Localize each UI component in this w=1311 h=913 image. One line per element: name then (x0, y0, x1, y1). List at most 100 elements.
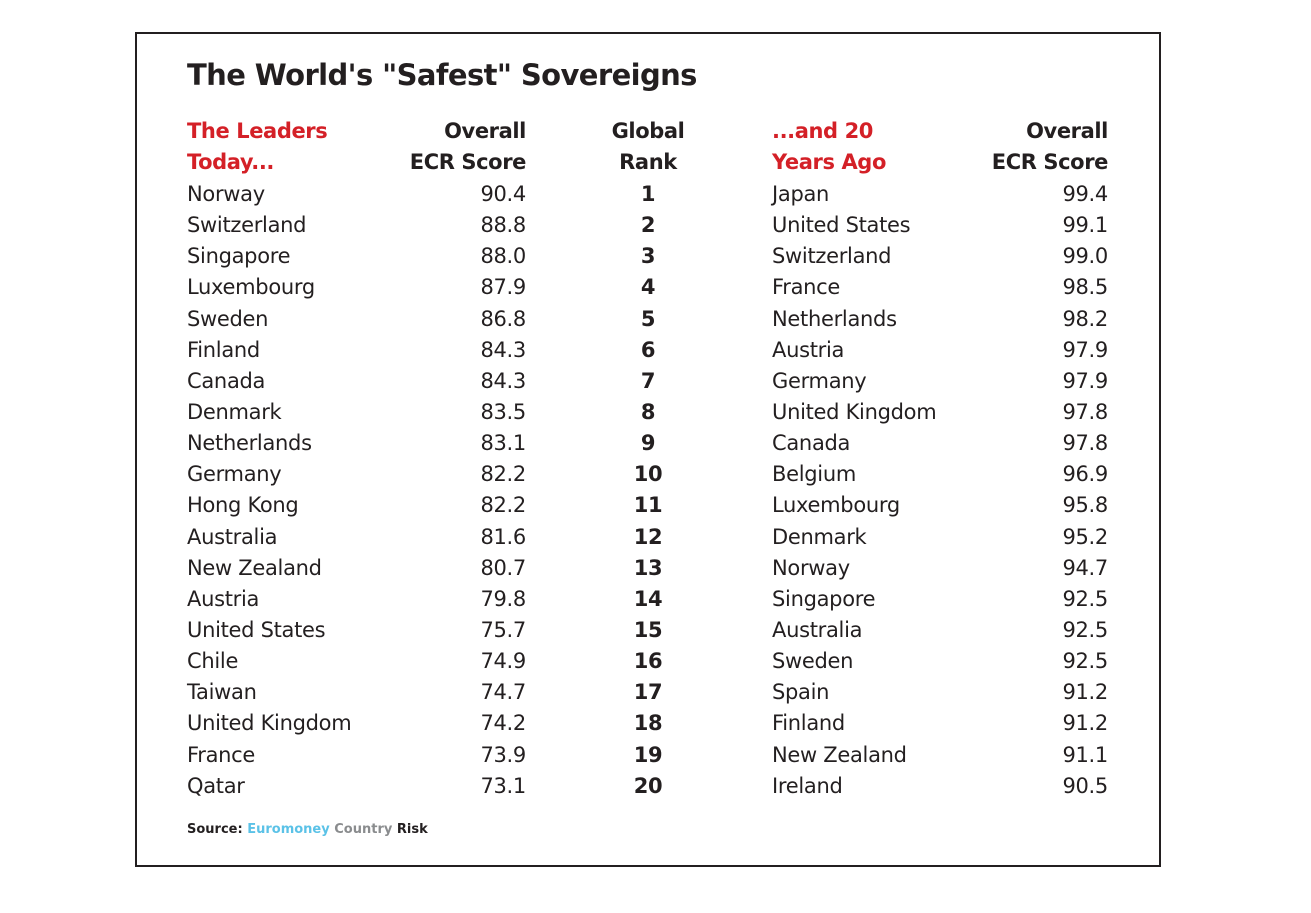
rank-cell: 8 (640, 399, 656, 424)
score-cell: 74.2 (480, 711, 526, 736)
column-past-score: 99.4 99.1 99.0 98.5 98.2 97.9 97.9 97.8 97.8 96.9… (958, 179, 1108, 802)
country-cell: France (187, 742, 256, 767)
past-country-cell: Luxembourg (772, 493, 900, 518)
column-global-rank: 1 2 3 4 5 6 7 8 9 10 11 12 13 14 15 16 17 18 19 20 (588, 179, 708, 802)
past-country-cell: Finland (772, 711, 845, 736)
country-cell: Chile (187, 649, 239, 674)
rank-cell: 6 (640, 337, 656, 362)
header-past-score-line1: Overall (1026, 119, 1108, 143)
country-cell: Netherlands (187, 431, 312, 456)
country-cell: Sweden (187, 306, 269, 331)
score-cell: 74.7 (480, 680, 526, 705)
rank-cell: 5 (640, 306, 656, 331)
header-past-line1: ...and 20 (772, 119, 874, 143)
score-cell: 80.7 (480, 555, 526, 580)
past-score-cell: 90.5 (1062, 773, 1108, 798)
score-cell: 83.1 (480, 431, 526, 456)
score-cell: 83.5 (480, 399, 526, 424)
past-score-cell: 99.4 (1062, 182, 1108, 206)
country-cell: Singapore (187, 244, 291, 269)
header-rank-line2: Rank (619, 150, 677, 174)
header-20-years-ago: ...and 20 Years Ago (772, 116, 886, 178)
rank-cell: 9 (640, 431, 656, 456)
rank-cell: 4 (640, 275, 656, 300)
past-score-cell: 92.5 (1062, 649, 1108, 674)
source-brand-risk: Risk (396, 822, 428, 837)
country-cell: Austria (187, 586, 260, 611)
source-brand-euromoney: Euromoney (247, 822, 330, 837)
past-score-cell: 92.5 (1062, 617, 1108, 642)
header-overall-score: Overall ECR Score (406, 116, 527, 178)
past-score-cell: 96.9 (1062, 462, 1108, 487)
column-leaders-country: Norway Switzerland Singapore Luxembourg Swed… (187, 179, 352, 802)
rank-cell: 17 (633, 680, 663, 705)
header-leaders-today: The Leaders Today... (187, 116, 328, 178)
past-score-cell: 91.2 (1062, 680, 1108, 705)
page-title: The World's "Safest" Sovereigns (187, 58, 697, 92)
country-cell: Hong Kong (187, 493, 299, 518)
country-cell: United States (187, 617, 326, 642)
past-country-cell: Canada (772, 431, 851, 456)
past-score-cell: 97.8 (1062, 431, 1108, 456)
score-cell: 84.3 (480, 337, 526, 362)
past-country-cell: France (772, 275, 841, 300)
country-cell: New Zealand (187, 555, 322, 580)
country-cell: Finland (187, 337, 260, 362)
rank-cell: 20 (633, 773, 663, 798)
past-country-cell: Denmark (772, 524, 867, 549)
past-country-cell: Austria (772, 337, 845, 362)
source-label: Source: (187, 822, 243, 837)
source-brand-country: Country (334, 822, 393, 837)
country-cell: Norway (187, 182, 265, 206)
rank-cell: 19 (633, 742, 663, 767)
country-cell: Taiwan (187, 680, 257, 705)
past-score-cell: 98.5 (1062, 275, 1108, 300)
header-past-line2: Years Ago (772, 150, 886, 174)
past-country-cell: New Zealand (772, 742, 907, 767)
country-cell: Denmark (187, 399, 282, 424)
header-global-rank: Global Rank (588, 116, 708, 178)
country-cell: United Kingdom (187, 711, 352, 736)
past-country-cell: Singapore (772, 586, 876, 611)
past-country-cell: United Kingdom (772, 399, 937, 424)
header-past-overall-score: Overall ECR Score (958, 116, 1109, 178)
score-cell: 79.8 (480, 586, 526, 611)
score-cell: 81.6 (480, 524, 526, 549)
country-cell: Canada (187, 368, 266, 393)
country-cell: Qatar (187, 773, 245, 798)
score-cell: 88.0 (480, 244, 526, 269)
country-cell: Australia (187, 524, 278, 549)
score-cell: 90.4 (480, 182, 526, 206)
past-country-cell: Spain (772, 680, 830, 705)
header-score-line1: Overall (444, 119, 526, 143)
past-country-cell: Switzerland (772, 244, 892, 269)
rank-cell: 10 (633, 462, 663, 487)
past-score-cell: 92.5 (1062, 586, 1108, 611)
past-score-cell: 97.9 (1062, 368, 1108, 393)
rank-cell: 12 (633, 524, 663, 549)
past-score-cell: 97.8 (1062, 399, 1108, 424)
rank-cell: 11 (633, 493, 663, 518)
rank-cell: 13 (633, 555, 663, 580)
past-country-cell: Ireland (772, 773, 843, 798)
past-score-cell: 99.0 (1062, 244, 1108, 269)
past-country-cell: Japan (772, 182, 830, 206)
past-score-cell: 91.1 (1062, 742, 1108, 767)
header-past-score-line2: ECR Score (991, 150, 1109, 174)
score-cell: 73.9 (480, 742, 526, 767)
score-cell: 82.2 (480, 493, 526, 518)
score-cell: 88.8 (480, 213, 526, 238)
rank-cell: 7 (640, 368, 656, 393)
column-past-country: Japan United States Switzerland France Nethe… (772, 179, 937, 802)
score-cell: 87.9 (480, 275, 526, 300)
rank-cell: 1 (640, 182, 656, 206)
past-country-cell: Belgium (772, 462, 856, 487)
score-cell: 86.8 (480, 306, 526, 331)
score-cell: 82.2 (480, 462, 526, 487)
score-cell: 75.7 (480, 617, 526, 642)
past-score-cell: 91.2 (1062, 711, 1108, 736)
past-score-cell: 98.2 (1062, 306, 1108, 331)
table-frame (135, 32, 1161, 867)
past-score-cell: 95.2 (1062, 524, 1108, 549)
past-score-cell: 94.7 (1062, 555, 1108, 580)
